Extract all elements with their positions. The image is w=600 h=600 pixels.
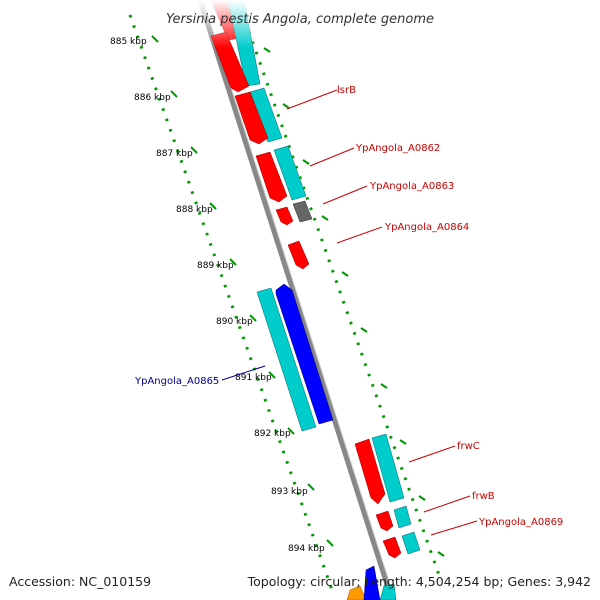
gene-feature[interactable] xyxy=(382,536,402,559)
gene-feature[interactable] xyxy=(234,91,269,145)
gene-label-YpAngola_A0862[interactable]: YpAngola_A0862 xyxy=(355,143,440,154)
gene-feature[interactable] xyxy=(346,585,367,600)
genome-backbone-highlight xyxy=(202,0,396,600)
inner-tick-ring xyxy=(128,14,334,591)
kbp-label[interactable]: 891 kbp xyxy=(235,373,272,383)
ruler-labels: 885 kbp 886 kbp 887 kbp 888 kbp 889 kbp … xyxy=(110,37,325,554)
gene-label-YpAngola_A0864[interactable]: YpAngola_A0864 xyxy=(384,222,469,233)
cds-feature[interactable] xyxy=(401,531,421,555)
cds-feature[interactable] xyxy=(393,505,412,529)
gene-feature[interactable] xyxy=(255,151,288,203)
top-fade xyxy=(195,0,275,48)
kbp-label[interactable]: 888 kbp xyxy=(176,205,213,215)
cds-feature[interactable] xyxy=(273,145,307,201)
kbp-label[interactable]: 886 kbp xyxy=(134,93,171,103)
forward-gene-cluster-bottom[interactable] xyxy=(346,433,421,600)
gene-label-YpAngola_A0865[interactable]: YpAngola_A0865 xyxy=(134,376,219,387)
kbp-label[interactable]: 887 kbp xyxy=(156,149,193,159)
accession-text: Accession: NC_010159 xyxy=(9,574,151,589)
gene-label-YpAngola_A0863[interactable]: YpAngola_A0863 xyxy=(369,181,454,192)
genome-summary-text: Topology: circular; Length: 4,504,254 bp… xyxy=(247,574,591,589)
genome-backbone xyxy=(197,0,395,600)
gene-feature[interactable] xyxy=(287,240,310,270)
cds-feature[interactable] xyxy=(371,433,405,503)
gene-feature[interactable] xyxy=(363,565,381,600)
kbp-label[interactable]: 889 kbp xyxy=(197,261,234,271)
label-leaders xyxy=(221,89,478,536)
gene-label-frwC[interactable]: frwC xyxy=(457,441,480,452)
gene-feature[interactable] xyxy=(275,206,294,226)
cds-feature[interactable] xyxy=(379,583,397,600)
gene-label-YpAngola_A0869[interactable]: YpAngola_A0869 xyxy=(478,517,563,528)
gene-feature[interactable] xyxy=(354,438,386,505)
map-title: Yersinia pestis Angola, complete genome xyxy=(166,12,434,27)
gene-feature[interactable] xyxy=(375,510,394,532)
reverse-gene-cluster[interactable] xyxy=(256,283,334,432)
gene-labels[interactable]: lsrB YpAngola_A0862 YpAngola_A0863 YpAng… xyxy=(134,85,563,528)
kbp-label[interactable]: 885 kbp xyxy=(110,37,147,47)
gene-label-lsrB[interactable]: lsrB xyxy=(337,85,356,96)
gene-label-frwB[interactable]: frwB xyxy=(472,491,495,502)
kbp-label[interactable]: 894 kbp xyxy=(288,544,325,554)
kbp-label[interactable]: 890 kbp xyxy=(216,317,253,327)
major-ticks xyxy=(151,35,445,557)
kbp-label[interactable]: 892 kbp xyxy=(254,429,291,439)
pseudo-feature[interactable] xyxy=(292,200,313,223)
cds-feature[interactable] xyxy=(256,287,317,432)
gene-feature[interactable] xyxy=(275,283,334,425)
outer-tick-ring xyxy=(236,0,441,576)
kbp-label[interactable]: 893 kbp xyxy=(271,487,308,497)
